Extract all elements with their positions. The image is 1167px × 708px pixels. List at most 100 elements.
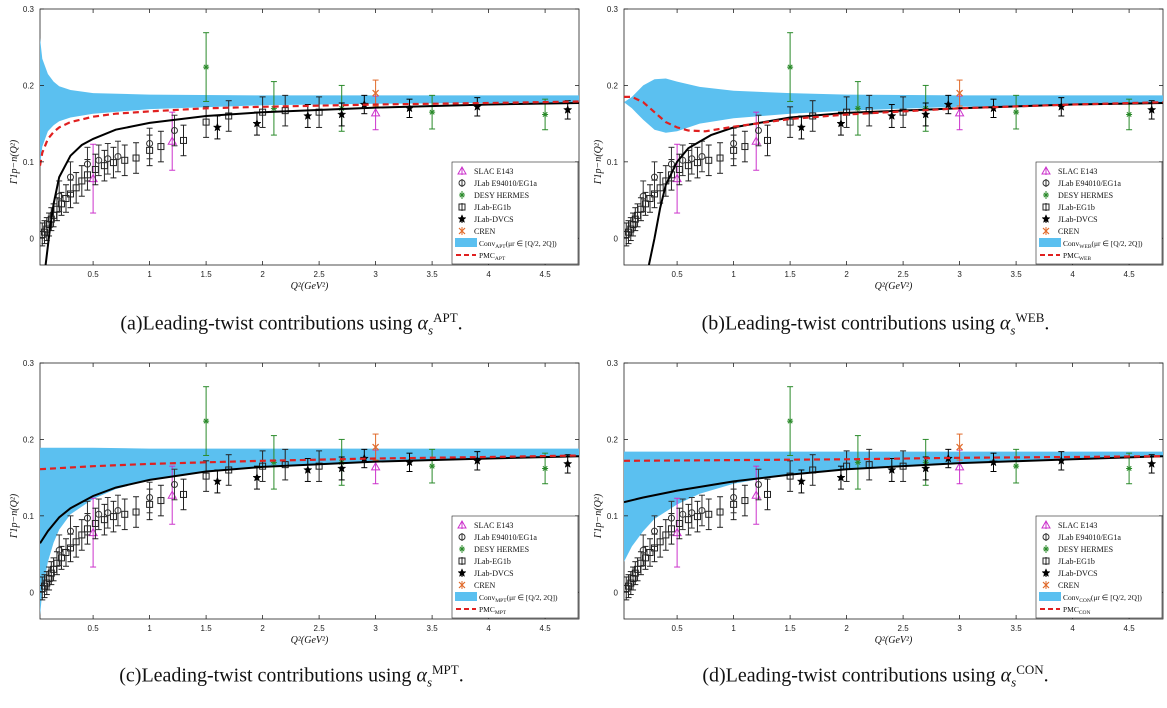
legend-cren: CREN bbox=[1042, 581, 1080, 590]
legend-eg1a: JLab E94010/EG1a bbox=[458, 533, 537, 542]
eg1a-point bbox=[730, 481, 738, 514]
legend: SLAC E143 JLab E94010/EG1a DESY HERMES JLab… bbox=[1035, 161, 1163, 265]
x-axis-label: Q²(GeV²) bbox=[875, 281, 913, 292]
circle-marker bbox=[67, 173, 75, 181]
legend-box bbox=[451, 515, 579, 619]
square-marker bbox=[109, 513, 117, 521]
asterisk-marker bbox=[459, 192, 465, 198]
x-tick-label: 3 bbox=[957, 270, 962, 279]
cren-point bbox=[372, 433, 380, 461]
eg1a-point bbox=[754, 468, 762, 501]
circle-marker bbox=[754, 481, 762, 489]
x-tick-label: 3.5 bbox=[1011, 270, 1023, 279]
legend-band-swatch bbox=[1039, 592, 1061, 601]
eg1a-point bbox=[146, 481, 154, 514]
caption-text: (b)Leading-twist contributions using bbox=[701, 312, 995, 335]
circle-marker bbox=[651, 173, 659, 181]
square-marker bbox=[716, 508, 724, 516]
x-marker bbox=[956, 89, 964, 97]
plot-content bbox=[40, 386, 579, 616]
square-marker bbox=[45, 220, 53, 228]
star-marker bbox=[921, 463, 931, 473]
triangle-marker bbox=[457, 519, 467, 529]
dvcs-point bbox=[921, 102, 931, 127]
asterisk-marker bbox=[854, 105, 861, 112]
asterisk-marker bbox=[429, 463, 436, 470]
dvcs-point bbox=[252, 465, 262, 490]
x-tick-label: 3 bbox=[957, 624, 962, 633]
legend-label: ConvWEB(μr ∈ [Q/2, 2Q]) bbox=[1063, 239, 1143, 250]
circle-marker bbox=[114, 506, 122, 514]
y-tick-label: 0.3 bbox=[23, 359, 35, 368]
square-marker bbox=[157, 497, 165, 505]
star-marker bbox=[563, 105, 573, 114]
legend-box bbox=[1035, 161, 1163, 265]
y-tick-label: 0 bbox=[30, 234, 35, 243]
eg1b-point bbox=[157, 130, 165, 163]
caption-sup: CON bbox=[1016, 662, 1044, 677]
caption-d: (d)Leading-twist contributions using αsC… bbox=[702, 662, 1049, 690]
x-tick-label: 3 bbox=[373, 624, 378, 633]
star-marker bbox=[836, 472, 846, 482]
legend: SLAC E143 JLab E94010/EG1a DESY HERMES JLab… bbox=[1035, 515, 1163, 619]
circle-marker bbox=[114, 152, 122, 160]
square-marker bbox=[62, 195, 70, 203]
eg1a-point bbox=[170, 468, 178, 501]
asterisk-marker bbox=[270, 459, 277, 466]
legend-label: JLab-EG1b bbox=[1058, 203, 1095, 212]
eg1b-point bbox=[202, 460, 210, 492]
circle-marker bbox=[458, 533, 466, 541]
square-marker bbox=[315, 462, 323, 470]
eg1b-point bbox=[741, 484, 749, 517]
dvcs-point bbox=[887, 104, 897, 128]
asterisk-marker bbox=[1043, 192, 1049, 198]
eg1a-point bbox=[114, 494, 122, 527]
circle-marker bbox=[83, 514, 91, 522]
legend-conv: ConvAPT(μr ∈ [Q/2, 2Q]) bbox=[455, 238, 557, 250]
legend-label: JLab-EG1b bbox=[1058, 557, 1095, 566]
legend-label: PMCAPT bbox=[479, 251, 506, 262]
eg1a-point bbox=[651, 161, 659, 193]
legend-eg1b: JLab-EG1b bbox=[1042, 557, 1095, 566]
caption-symbol: α bbox=[416, 664, 427, 687]
asterisk-marker bbox=[429, 109, 436, 116]
eg1b-point bbox=[281, 448, 289, 481]
square-marker bbox=[764, 136, 772, 144]
legend-box bbox=[1035, 515, 1163, 619]
square-marker bbox=[45, 574, 53, 582]
legend-band-swatch bbox=[1039, 238, 1061, 247]
eg1b-point bbox=[91, 507, 99, 540]
square-marker bbox=[627, 225, 635, 233]
legend: SLAC E143 JLab E94010/EG1a DESY HERMES JLab… bbox=[451, 161, 579, 265]
star-marker bbox=[887, 465, 897, 474]
eg1b-point bbox=[693, 500, 701, 533]
eg1a-point bbox=[651, 515, 659, 547]
square-marker bbox=[705, 156, 713, 164]
legend-slac: SLAC E143 bbox=[457, 165, 513, 176]
chart-panel-c: 0.5 1 1.5 2 2.5 3 3.5 4 4.5 0 0.1 0.2 0.3 Q²(GeV²) Γ1p… bbox=[0, 354, 583, 708]
y-axis-label: Γ1p−n(Q²) bbox=[593, 139, 604, 185]
pmc-line bbox=[624, 455, 1163, 462]
dvcs-point bbox=[943, 94, 953, 115]
x-marker bbox=[956, 443, 964, 451]
circle-marker bbox=[679, 156, 687, 164]
legend-dvcs: JLab-DVCS bbox=[457, 214, 514, 224]
circle-marker bbox=[639, 546, 647, 554]
cren-point bbox=[956, 79, 964, 107]
square-marker bbox=[180, 490, 188, 498]
square-marker bbox=[646, 549, 654, 557]
cren-point bbox=[956, 433, 964, 461]
x-tick-label: 1 bbox=[147, 270, 152, 279]
x-tick-label: 2 bbox=[844, 624, 849, 633]
square-marker bbox=[741, 143, 749, 151]
square-marker bbox=[716, 154, 724, 162]
x-tick-label: 1.5 bbox=[201, 624, 213, 633]
conv-band bbox=[624, 78, 1163, 133]
x-tick-label: 4.5 bbox=[540, 270, 552, 279]
eg1b-point bbox=[865, 94, 873, 127]
dvcs-point bbox=[836, 111, 846, 136]
star-marker bbox=[1147, 105, 1157, 114]
eg1b-point bbox=[786, 460, 794, 492]
triangle-marker bbox=[954, 107, 965, 117]
x-tick-label: 4 bbox=[486, 270, 491, 279]
